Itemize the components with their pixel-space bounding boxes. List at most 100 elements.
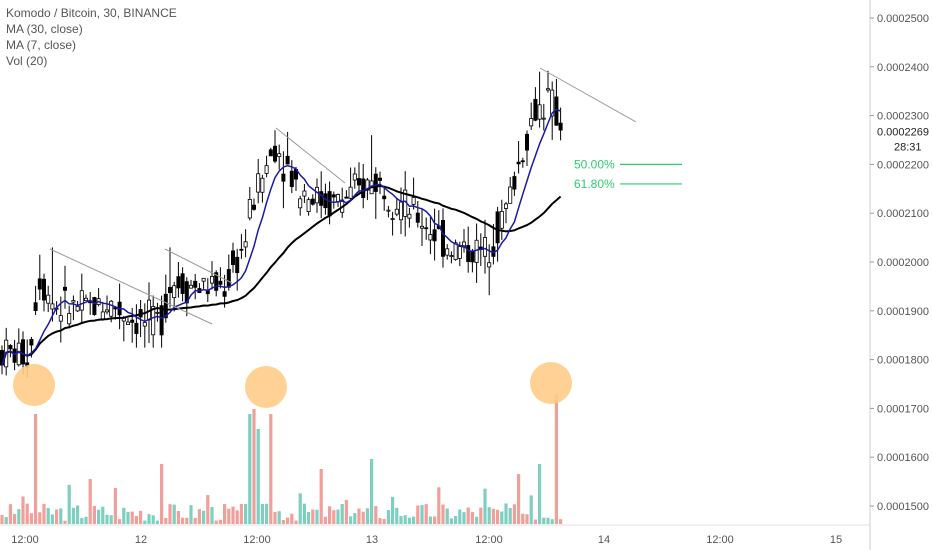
- volume-bar[interactable]: [223, 503, 227, 524]
- volume-bar[interactable]: [454, 515, 458, 524]
- volume-bar[interactable]: [281, 520, 285, 524]
- volume-bar[interactable]: [353, 513, 357, 524]
- volume-bar[interactable]: [416, 505, 420, 524]
- chart-title[interactable]: Komodo / Bitcoin, 30, BINANCE: [6, 6, 177, 20]
- candle-body[interactable]: [390, 218, 395, 220]
- volume-bar[interactable]: [412, 516, 416, 524]
- volume-bar[interactable]: [336, 509, 340, 524]
- candle-body[interactable]: [525, 133, 530, 151]
- volume-bar[interactable]: [13, 514, 17, 524]
- candle-body[interactable]: [260, 177, 265, 193]
- volume-bar[interactable]: [231, 506, 235, 524]
- candle-body[interactable]: [33, 302, 38, 312]
- volume-bar[interactable]: [349, 516, 353, 524]
- volume-bar[interactable]: [151, 515, 155, 524]
- legend-vol[interactable]: Vol (20): [6, 54, 48, 68]
- candle-body[interactable]: [432, 229, 437, 242]
- candle-body[interactable]: [424, 227, 429, 230]
- candle-body[interactable]: [188, 284, 193, 289]
- volume-bar[interactable]: [80, 518, 84, 524]
- volume-bar[interactable]: [340, 503, 344, 524]
- candle-body[interactable]: [302, 190, 307, 197]
- volume-bar[interactable]: [521, 513, 525, 524]
- trendline[interactable]: [275, 127, 346, 184]
- candle-body[interactable]: [79, 290, 84, 311]
- volume-bar[interactable]: [46, 508, 50, 524]
- candle-body[interactable]: [411, 197, 416, 205]
- volume-bar[interactable]: [491, 508, 495, 524]
- volume-bar[interactable]: [445, 508, 449, 524]
- volume-bar[interactable]: [319, 469, 323, 524]
- volume-bar[interactable]: [441, 504, 445, 524]
- volume-bar[interactable]: [298, 493, 302, 524]
- volume-bar[interactable]: [265, 503, 269, 524]
- volume-bar[interactable]: [466, 507, 470, 524]
- candle-body[interactable]: [100, 311, 105, 320]
- candle-body[interactable]: [314, 186, 319, 204]
- ma7-line[interactable]: [1, 108, 561, 366]
- volume-bar[interactable]: [332, 510, 336, 524]
- volume-bar[interactable]: [307, 512, 311, 524]
- volume-bar[interactable]: [500, 511, 504, 524]
- volume-spike-marker[interactable]: [530, 362, 572, 404]
- candle-body[interactable]: [537, 104, 542, 120]
- candle-body[interactable]: [440, 219, 445, 257]
- candle-body[interactable]: [533, 98, 538, 121]
- candle-body[interactable]: [151, 306, 156, 336]
- candle-body[interactable]: [352, 173, 357, 181]
- volume-bar[interactable]: [97, 509, 101, 524]
- volume-bar[interactable]: [92, 505, 96, 524]
- volume-bar[interactable]: [248, 414, 252, 524]
- volume-bar[interactable]: [403, 515, 407, 524]
- candle-body[interactable]: [428, 234, 433, 241]
- candle-body[interactable]: [180, 273, 185, 294]
- volume-spike-marker[interactable]: [245, 366, 287, 408]
- candle-body[interactable]: [306, 199, 311, 212]
- volume-bar[interactable]: [323, 516, 327, 524]
- candle-body[interactable]: [495, 211, 500, 244]
- ma30-line[interactable]: [1, 184, 562, 366]
- volume-bar[interactable]: [105, 514, 109, 524]
- candle-body[interactable]: [310, 198, 315, 205]
- candle-body[interactable]: [277, 153, 282, 157]
- candle-body[interactable]: [50, 303, 55, 310]
- candle-body[interactable]: [214, 272, 219, 291]
- volume-bar[interactable]: [504, 503, 508, 524]
- trendline[interactable]: [539, 67, 637, 123]
- volume-bar[interactable]: [202, 510, 206, 524]
- volume-bar[interactable]: [59, 508, 63, 524]
- candle-body[interactable]: [222, 291, 227, 297]
- candle-body[interactable]: [327, 191, 332, 217]
- volume-bar[interactable]: [399, 516, 403, 524]
- volume-bar[interactable]: [101, 506, 105, 524]
- volume-bar[interactable]: [311, 509, 315, 524]
- volume-bar[interactable]: [189, 505, 193, 524]
- candle-body[interactable]: [226, 269, 231, 288]
- volume-bar[interactable]: [113, 487, 117, 524]
- candle-body[interactable]: [482, 237, 487, 257]
- volume-bar[interactable]: [538, 464, 542, 524]
- candle-body[interactable]: [67, 313, 72, 325]
- volume-bar[interactable]: [4, 517, 8, 524]
- volume-bar[interactable]: [550, 519, 554, 524]
- volume-bar[interactable]: [29, 513, 33, 524]
- volume-bar[interactable]: [277, 511, 281, 524]
- volume-bar[interactable]: [164, 517, 168, 524]
- candle-body[interactable]: [209, 276, 214, 284]
- volume-bar[interactable]: [260, 503, 264, 524]
- candle-body[interactable]: [470, 250, 475, 263]
- volume-bar[interactable]: [8, 504, 12, 524]
- candle-body[interactable]: [130, 319, 135, 323]
- volume-bar[interactable]: [21, 496, 25, 524]
- volume-bar[interactable]: [63, 520, 67, 524]
- candle-body[interactable]: [172, 285, 177, 298]
- candle-body[interactable]: [134, 322, 139, 334]
- volume-bar[interactable]: [55, 509, 59, 524]
- volume-bar[interactable]: [449, 518, 453, 524]
- candle-body[interactable]: [335, 194, 340, 202]
- candle-body[interactable]: [247, 199, 252, 219]
- candle-body[interactable]: [285, 155, 290, 165]
- candle-body[interactable]: [109, 300, 114, 317]
- candle-body[interactable]: [256, 173, 261, 193]
